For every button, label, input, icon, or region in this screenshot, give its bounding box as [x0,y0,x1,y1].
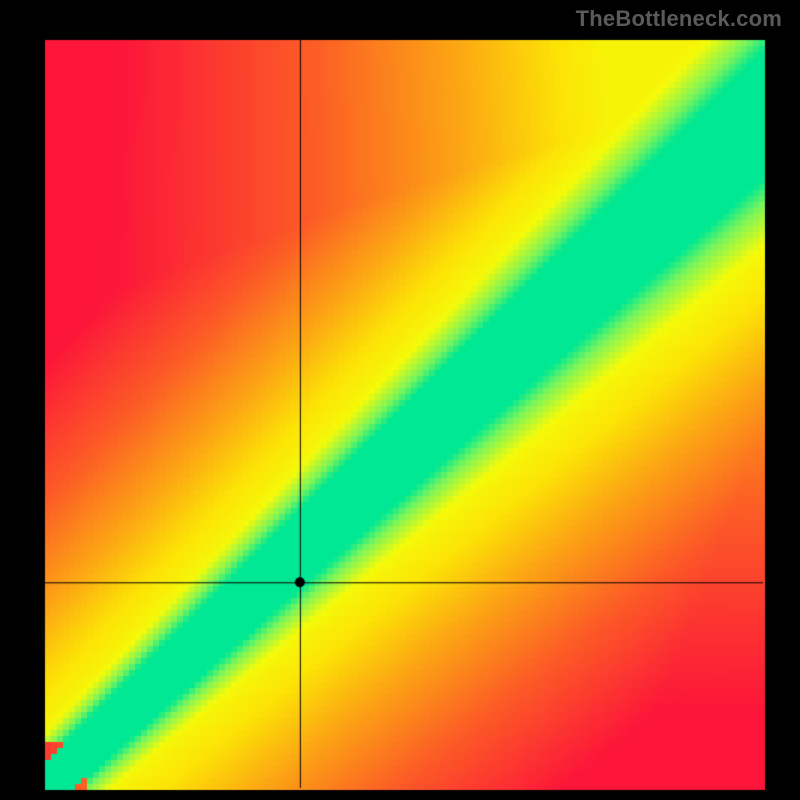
heatmap-canvas [0,0,800,800]
chart-container: TheBottleneck.com [0,0,800,800]
watermark-text: TheBottleneck.com [576,6,782,32]
